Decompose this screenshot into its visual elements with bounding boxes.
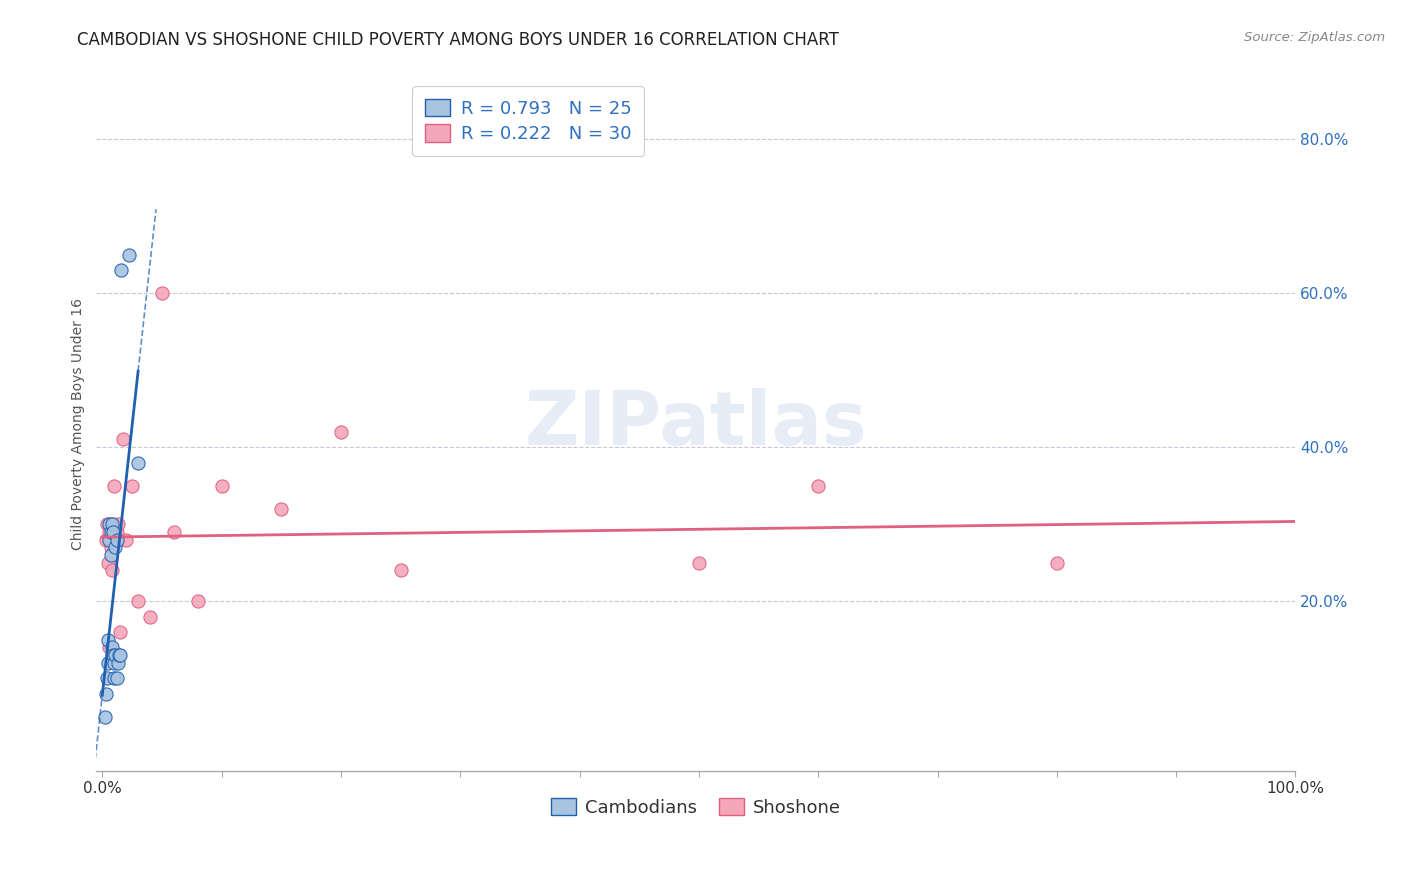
Point	[98, 533, 121, 547]
Point	[117, 247, 139, 261]
Point	[98, 640, 121, 655]
Point	[101, 640, 124, 655]
Point	[105, 524, 128, 539]
Point	[98, 524, 121, 539]
Text: ZIPatlas: ZIPatlas	[524, 387, 868, 460]
Point	[103, 478, 125, 492]
Point	[104, 648, 127, 662]
Point	[127, 594, 149, 608]
Point	[121, 478, 143, 492]
Point	[127, 456, 149, 470]
Point	[110, 263, 132, 277]
Point	[96, 517, 118, 532]
Point	[93, 710, 115, 724]
Point	[101, 524, 124, 539]
Point	[688, 556, 710, 570]
Point	[270, 501, 292, 516]
Text: Source: ZipAtlas.com: Source: ZipAtlas.com	[1244, 31, 1385, 45]
Point	[94, 533, 117, 547]
Point	[104, 541, 127, 555]
Point	[101, 524, 124, 539]
Point	[97, 632, 120, 647]
Point	[115, 533, 138, 547]
Point	[107, 656, 129, 670]
Point	[150, 286, 173, 301]
Point	[98, 517, 121, 532]
Point	[105, 671, 128, 685]
Point	[108, 648, 131, 662]
Point	[107, 517, 129, 532]
Text: CAMBODIAN VS SHOSHONE CHILD POVERTY AMONG BOYS UNDER 16 CORRELATION CHART: CAMBODIAN VS SHOSHONE CHILD POVERTY AMON…	[77, 31, 839, 49]
Point	[101, 517, 124, 532]
Point	[389, 563, 412, 577]
Point	[100, 548, 122, 562]
Point	[105, 533, 128, 547]
Point	[110, 648, 132, 662]
Point	[101, 648, 124, 662]
Point	[187, 594, 209, 608]
Point	[139, 609, 162, 624]
Point	[100, 524, 122, 539]
Point	[329, 425, 352, 439]
Point	[97, 656, 120, 670]
Point	[104, 648, 127, 662]
Point	[103, 671, 125, 685]
Point	[110, 625, 132, 640]
Point	[100, 533, 122, 547]
Point	[807, 478, 830, 492]
Point	[1046, 556, 1069, 570]
Point	[101, 563, 124, 577]
Point	[211, 478, 233, 492]
Point	[96, 671, 118, 685]
Point	[94, 687, 117, 701]
Point	[103, 656, 125, 670]
Y-axis label: Child Poverty Among Boys Under 16: Child Poverty Among Boys Under 16	[72, 298, 86, 550]
Point	[100, 541, 122, 555]
Point	[111, 433, 134, 447]
Legend: Cambodians, Shoshone: Cambodians, Shoshone	[544, 791, 848, 824]
Point	[97, 556, 120, 570]
Point	[163, 524, 186, 539]
Point	[101, 517, 124, 532]
